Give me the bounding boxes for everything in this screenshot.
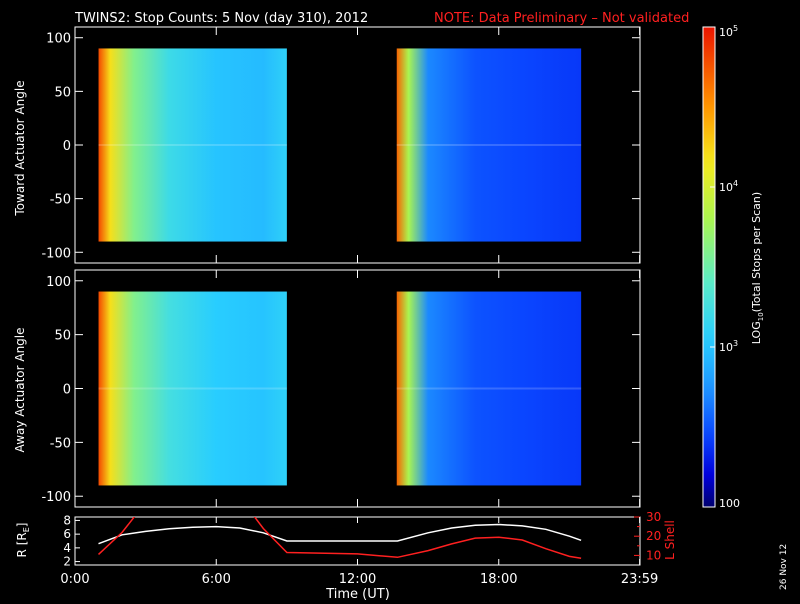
orbit-right-ylabel: L Shell [663,520,677,560]
heatmap-panel-away: 100 50 0 -50 -100 [41,269,641,508]
x-tick-label: 0:00 [60,572,89,587]
y-tick-label: 0 [63,383,71,398]
figure-title: TWINS2: Stop Counts: 5 Nov (day 310), 20… [74,11,368,26]
x-tick-label: 6:00 [202,572,231,587]
data-block-away-1 [98,291,287,486]
zero-streak [98,387,287,390]
colorbar-tick-label: 104 [719,179,738,194]
x-tick-label: 12:00 [339,572,376,587]
left-y-tick-label: 4 [63,541,71,555]
y-tick-label: 0 [63,139,71,154]
colorbar-tick-label: 100 [719,497,740,510]
y-tick-label: -50 [50,193,71,208]
data-block-toward-1 [98,48,287,242]
right-y-tick-label: 10 [646,548,661,562]
y-tick-label: 100 [46,275,71,290]
away-ylabel: Away Actuator Angle [13,327,27,452]
colorbar-tick-label: 103 [719,339,738,354]
data-block-away-2 [396,291,582,486]
colorbar-label: LOG10(Total Stops per Scan) [750,192,765,344]
zero-streak [98,144,287,146]
right-y-tick-label: 20 [646,529,661,543]
radius-series-line [98,523,582,545]
x-tick-label: 18:00 [480,572,517,587]
colorbar-gradient [702,26,716,508]
date-stamp: 26 Nov 12 [779,544,789,590]
left-y-tick-label: 8 [63,513,71,527]
x-tick-label: 23:59 [621,572,658,587]
orbit-left-ylabel: R [RE] [15,523,31,558]
y-tick-label: 100 [46,32,71,47]
colorbar-tick-label: 105 [719,24,738,39]
data-block-toward-2 [396,48,582,242]
zero-streak [396,144,582,146]
y-tick-label: -100 [41,246,71,261]
right-y-tick-label: 30 [646,510,661,524]
left-y-tick-label: 2 [63,555,71,569]
y-tick-label: 50 [54,329,71,344]
colorbar: 105 104 103 100 [702,24,740,510]
left-y-tick-label: 6 [63,527,71,541]
lshell-series-line [97,517,582,560]
y-tick-label: -100 [41,490,71,505]
toward-ylabel: Toward Actuator Angle [13,80,27,216]
y-tick-label: 50 [54,85,71,100]
heatmap-panel-toward: 100 50 0 -50 -100 [41,26,641,264]
y-tick-label: -50 [50,436,71,451]
data-note: NOTE: Data Preliminary – Not validated [434,11,689,26]
x-axis-label: Time (UT) [325,587,390,600]
zero-streak [396,387,582,390]
